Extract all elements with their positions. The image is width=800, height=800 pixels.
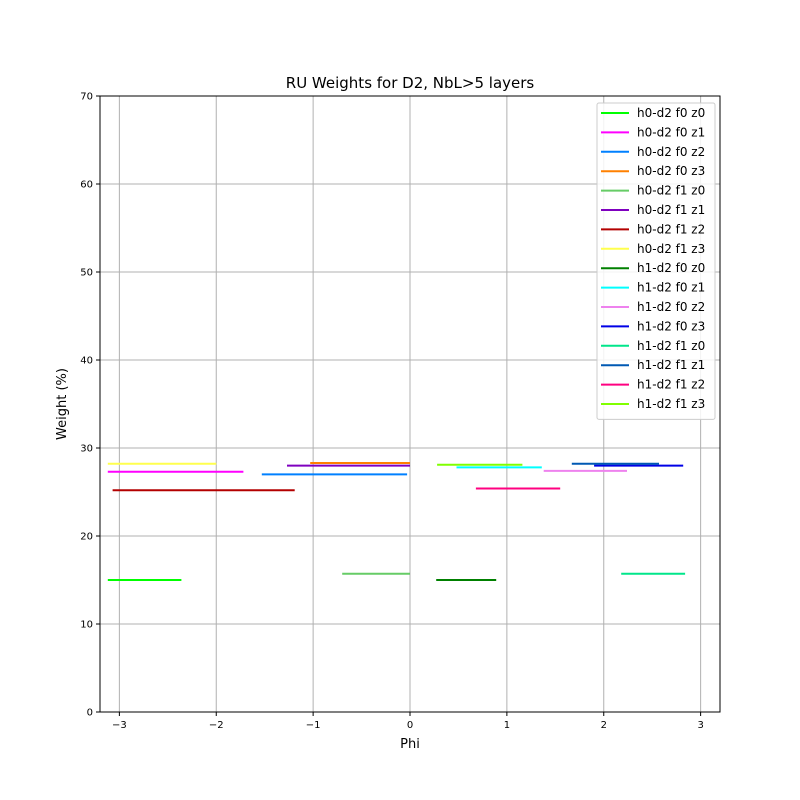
chart-title: RU Weights for D2, NbL>5 layers (286, 74, 535, 92)
legend-box (596, 102, 716, 420)
y-tick-label: 0 (87, 708, 93, 719)
legend-label: h1-d2 f0 z2 (637, 300, 705, 314)
y-tick-label: 70 (80, 92, 93, 103)
legend-label: h1-d2 f1 z2 (637, 378, 705, 392)
x-axis-title: Phi (400, 737, 420, 752)
y-tick-label: 10 (80, 620, 93, 631)
legend-label: h0-d2 f1 z2 (637, 222, 705, 236)
y-tick-label: 60 (80, 180, 93, 191)
y-tick-label: 40 (80, 356, 93, 367)
legend-label: h0-d2 f1 z0 (637, 184, 705, 198)
legend-label: h0-d2 f1 z3 (637, 242, 705, 256)
x-tick-label: 3 (697, 720, 703, 731)
x-tick-label: 0 (407, 720, 413, 731)
legend-label: h1-d2 f1 z0 (637, 339, 705, 353)
x-tick-label: −2 (209, 720, 224, 731)
legend-label: h0-d2 f0 z3 (637, 164, 705, 178)
legend-label: h0-d2 f0 z2 (637, 145, 705, 159)
legend: h0-d2 f0 z0 h0-d2 f0 z1 h0-d2 f0 z2 h0-d2 f… (596, 102, 716, 420)
legend-label: h0-d2 f1 z1 (637, 203, 705, 217)
legend-label: h0-d2 f0 z1 (637, 125, 705, 139)
legend-label: h0-d2 f0 z0 (637, 106, 705, 120)
x-tick-label: 2 (601, 720, 607, 731)
legend-label: h1-d2 f0 z1 (637, 281, 705, 295)
y-axis-title: Weight (%) (55, 368, 70, 440)
x-tick-label: −3 (112, 720, 127, 731)
x-tick-label: −1 (306, 720, 321, 731)
series-lines (107, 462, 686, 581)
y-tick-label: 20 (80, 532, 93, 543)
y-tick-label: 30 (80, 444, 93, 455)
legend-label: h1-d2 f1 z3 (637, 397, 705, 411)
legend-label: h1-d2 f0 z0 (637, 261, 705, 275)
y-tick-label: 50 (80, 268, 93, 279)
legend-label: h1-d2 f0 z3 (637, 319, 705, 333)
legend-label: h1-d2 f1 z1 (637, 358, 705, 372)
x-tick-label: 1 (504, 720, 510, 731)
